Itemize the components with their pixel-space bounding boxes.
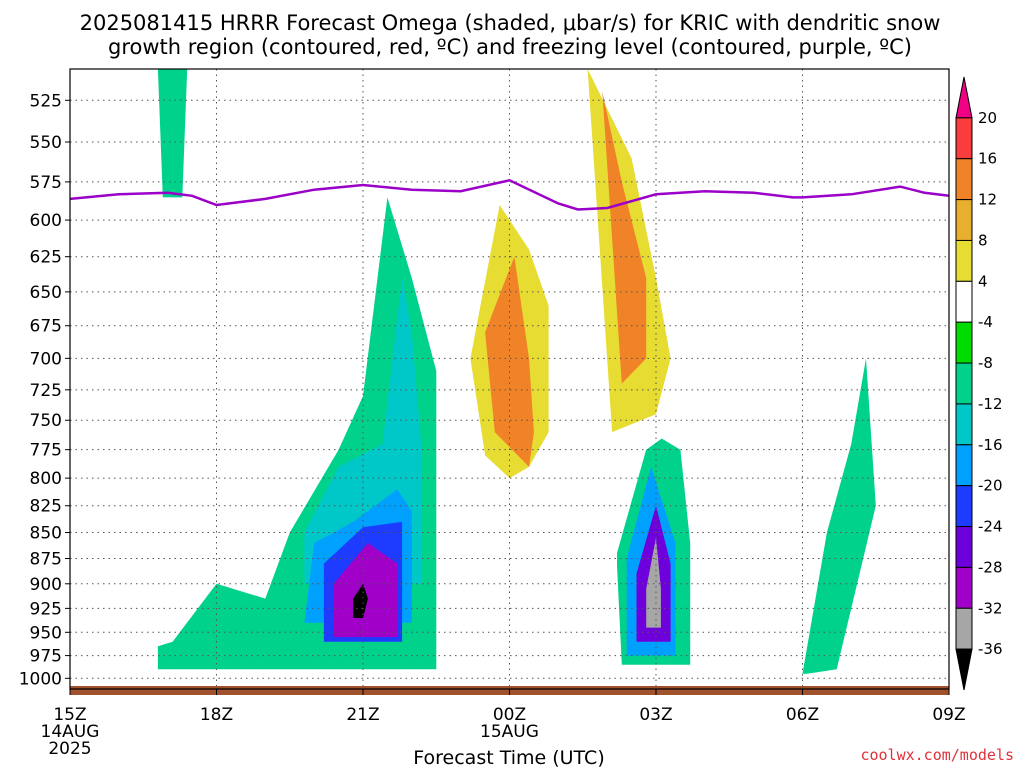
x-tick-label: 18Z: [200, 705, 233, 725]
colorbar-label: -36: [978, 640, 1003, 658]
y-tick-label: 675: [30, 317, 62, 337]
colorbar-swatch: [955, 321, 973, 364]
y-tick-label: 925: [30, 599, 62, 619]
colorbar: 20 16 12 8 4 -4 -8 -12 -16 -20 -24 -28 -32 -36: [955, 76, 1003, 691]
y-tick-label: 650: [30, 283, 62, 303]
colorbar-swatch: [955, 199, 973, 241]
colorbar-label: 20: [978, 109, 997, 127]
credit-text: coolwx.com/models: [860, 746, 1014, 764]
y-tick-label: 700: [30, 349, 62, 369]
colorbar-swatch: [955, 158, 973, 201]
colorbar-swatch: [955, 485, 973, 528]
omega-region-10: [646, 537, 661, 628]
colorbar-swatch: [955, 526, 973, 568]
y-axis: 525 550 575 600 625 650 675 700 725 750 775 800 825 8…: [19, 91, 70, 689]
colorbar-swatch: [955, 117, 973, 160]
omega-region-16: [602, 91, 647, 384]
colorbar-swatch: [955, 648, 973, 691]
x-tick-label: 09Z: [932, 705, 965, 725]
chart-title-line2: growth region (contoured, red, ºC) and f…: [108, 35, 912, 59]
y-tick-label: 900: [30, 575, 62, 595]
plot-area: [69, 68, 950, 695]
x-tick-label: 14AUG: [41, 722, 100, 742]
colorbar-swatch: [955, 280, 973, 323]
y-tick-label: 850: [30, 524, 62, 544]
y-tick-label: 800: [30, 469, 62, 489]
colorbar-label: -4: [978, 313, 993, 331]
y-tick-label: 525: [30, 91, 62, 111]
colorbar-label: 12: [978, 191, 997, 209]
x-tick-label: 00Z: [493, 705, 526, 725]
colorbar-swatch: [955, 362, 973, 405]
omega-region-0: [157, 69, 188, 198]
x-axis-label: Forecast Time (UTC): [413, 747, 604, 768]
omega-region-6: [353, 583, 368, 618]
colorbar-label: -28: [978, 558, 1003, 576]
colorbar-label: -8: [978, 354, 993, 372]
colorbar-swatch: [955, 239, 973, 282]
x-tick-label: 15Z: [53, 705, 86, 725]
y-tick-label: 1000: [19, 669, 62, 689]
colorbar-label: -12: [978, 395, 1003, 413]
colorbar-swatch: [955, 76, 973, 119]
freezing-level-line: [70, 178, 949, 211]
x-tick-label: 2025: [48, 739, 91, 759]
x-tick-label: 06Z: [786, 705, 819, 725]
colorbar-label: -20: [978, 477, 1003, 495]
y-tick-label: 825: [30, 497, 62, 517]
colorbar-label: 4: [978, 272, 988, 290]
y-tick-label: 550: [30, 133, 62, 153]
colorbar-label: -32: [978, 599, 1003, 617]
colorbar-label: 8: [978, 231, 988, 249]
y-tick-label: 950: [30, 623, 62, 643]
y-tick-label: 625: [30, 248, 62, 268]
chart-title-line1: 2025081415 HRRR Forecast Omega (shaded, …: [80, 11, 941, 35]
x-tick-label: 21Z: [346, 705, 379, 725]
colorbar-label: 16: [978, 150, 997, 168]
x-tick-label: 15AUG: [480, 722, 539, 742]
y-tick-label: 575: [30, 173, 62, 193]
y-tick-label: 725: [30, 381, 62, 401]
omega-region-18: [768, 383, 803, 528]
y-tick-label: 875: [30, 550, 62, 570]
y-tick-label: 750: [30, 411, 62, 431]
omega-region-19: [802, 358, 876, 674]
colorbar-swatch: [955, 403, 973, 446]
colorbar-label: -16: [978, 436, 1003, 454]
colorbar-swatch: [955, 607, 973, 650]
y-tick-label: 975: [30, 647, 62, 667]
colorbar-label: -24: [978, 518, 1003, 536]
colorbar-swatch: [955, 566, 973, 609]
omega-region-5: [333, 543, 398, 637]
y-tick-label: 600: [30, 211, 62, 231]
x-tick-label: 03Z: [639, 705, 672, 725]
omega-region-17: [470, 432, 617, 665]
colorbar-swatch: [955, 444, 973, 487]
y-tick-label: 775: [30, 441, 62, 461]
